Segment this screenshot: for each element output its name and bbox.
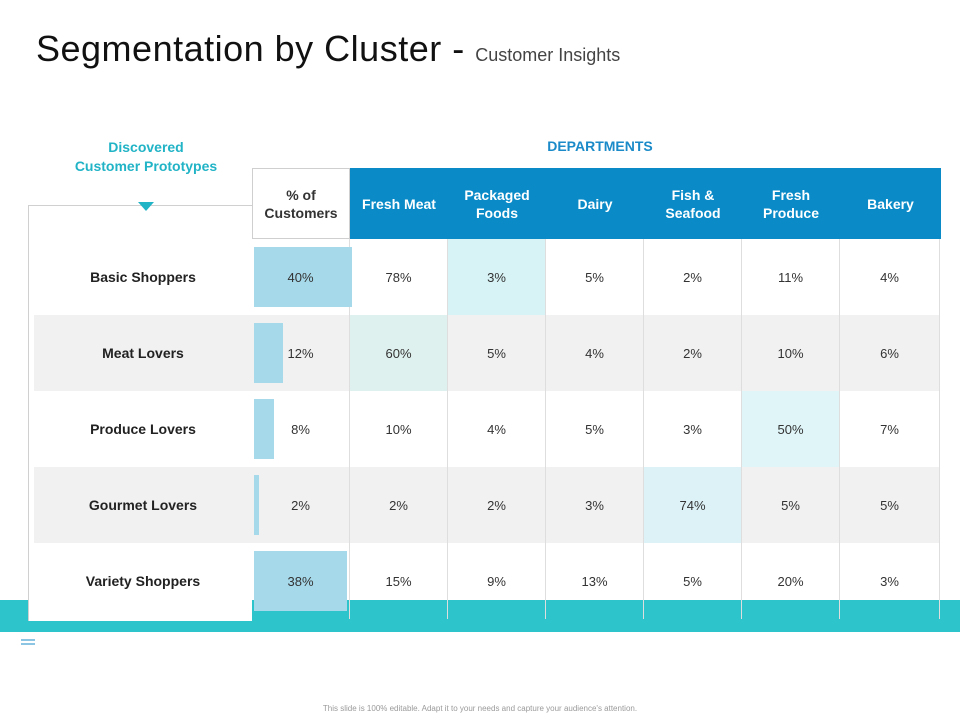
value-cell: 11%	[742, 239, 840, 315]
value-cell: 5%	[742, 467, 840, 543]
header-fish-seafood: Fish & Seafood	[644, 168, 742, 239]
share-value: 40%	[287, 269, 314, 285]
header-share-line1: % of	[286, 186, 316, 203]
share-value: 38%	[287, 573, 314, 589]
table-row: Variety Shoppers 38% 15% 9% 13% 5% 20% 3…	[34, 543, 940, 619]
share-cell: 8%	[252, 391, 350, 467]
share-bar	[254, 551, 347, 611]
header-produce-line1: Fresh	[771, 186, 811, 203]
value-cell: 5%	[546, 391, 644, 467]
header-fish-line1: Fish &	[671, 186, 715, 203]
share-cell: 2%	[252, 467, 350, 543]
table-header: % of Customers Fresh Meat Packaged Foods D…	[252, 168, 941, 239]
prototype-panel	[28, 205, 252, 621]
prototypes-header: Discovered Customer Prototypes	[60, 138, 232, 176]
value-cell: 50%	[742, 391, 840, 467]
header-produce-line2: Produce	[762, 204, 819, 221]
value-cell: 3%	[840, 543, 940, 619]
value-cell: 6%	[840, 315, 940, 391]
header-packaged-line2: Foods	[476, 204, 518, 221]
value-cell: 5%	[448, 315, 546, 391]
value-cell: 13%	[546, 543, 644, 619]
title-subtitle: Customer Insights	[475, 45, 621, 65]
share-bar	[254, 323, 283, 383]
value-cell: 60%	[350, 315, 448, 391]
header-fresh-meat: Fresh Meat	[362, 195, 436, 212]
title-separator: -	[441, 28, 476, 69]
value-cell: 3%	[546, 467, 644, 543]
value-cell: 2%	[644, 315, 742, 391]
share-bar	[254, 247, 352, 307]
share-value: 2%	[291, 497, 310, 513]
down-triangle-icon	[138, 202, 154, 211]
value-cell: 2%	[448, 467, 546, 543]
value-cell: 4%	[448, 391, 546, 467]
value-cell: 2%	[644, 239, 742, 315]
footnote: This slide is 100% editable. Adapt it to…	[322, 704, 638, 713]
table-row: Meat Lovers 12% 60% 5% 4% 2% 10% 6%	[34, 315, 940, 391]
row-label: Produce Lovers	[90, 421, 196, 437]
share-bar	[254, 399, 274, 459]
slide-title: Segmentation by Cluster - Customer Insig…	[36, 28, 620, 70]
row-label: Meat Lovers	[102, 345, 184, 361]
value-cell: 10%	[350, 391, 448, 467]
share-bar	[254, 475, 259, 535]
value-cell: 20%	[742, 543, 840, 619]
departments-header: DEPARTMENTS	[547, 138, 653, 154]
value-cell: 7%	[840, 391, 940, 467]
value-cell: 9%	[448, 543, 546, 619]
header-bakery: Bakery	[867, 195, 914, 212]
prototypes-header-line1: Discovered	[108, 139, 184, 155]
row-label: Basic Shoppers	[90, 269, 196, 285]
share-cell: 40%	[252, 239, 352, 315]
header-share-line2: Customers	[264, 204, 338, 221]
header-fresh-produce: Fresh Produce	[742, 168, 840, 239]
value-cell: 5%	[840, 467, 940, 543]
share-cell: 12%	[252, 315, 350, 391]
share-value: 8%	[291, 421, 310, 437]
table-row: Produce Lovers 8% 10% 4% 5% 3% 50% 7%	[34, 391, 940, 467]
value-cell: 5%	[644, 543, 742, 619]
header-fish-line2: Seafood	[665, 204, 721, 221]
header-customer-share: % of Customers	[252, 168, 350, 239]
title-main: Segmentation by Cluster	[36, 28, 442, 69]
header-packaged-line1: Packaged	[464, 186, 530, 203]
header-packaged-foods: Packaged Foods	[448, 168, 546, 239]
equals-icon	[21, 639, 35, 645]
value-cell: 3%	[644, 391, 742, 467]
row-label: Variety Shoppers	[85, 573, 201, 589]
value-cell: 74%	[644, 467, 742, 543]
table-row: Basic Shoppers 40% 78% 3% 5% 2% 11% 4%	[34, 239, 940, 315]
value-cell: 10%	[742, 315, 840, 391]
header-dairy: Dairy	[577, 195, 613, 212]
value-cell: 78%	[350, 239, 448, 315]
table-row: Gourmet Lovers 2% 2% 2% 3% 74% 5% 5%	[34, 467, 940, 543]
value-cell: 15%	[350, 543, 448, 619]
share-value: 12%	[287, 345, 314, 361]
share-cell: 38%	[252, 543, 350, 619]
prototypes-header-line2: Customer Prototypes	[74, 158, 218, 174]
value-cell: 2%	[350, 467, 448, 543]
value-cell: 4%	[546, 315, 644, 391]
row-label: Gourmet Lovers	[88, 497, 198, 513]
value-cell: 4%	[840, 239, 940, 315]
value-cell: 5%	[546, 239, 644, 315]
value-cell: 3%	[448, 239, 546, 315]
